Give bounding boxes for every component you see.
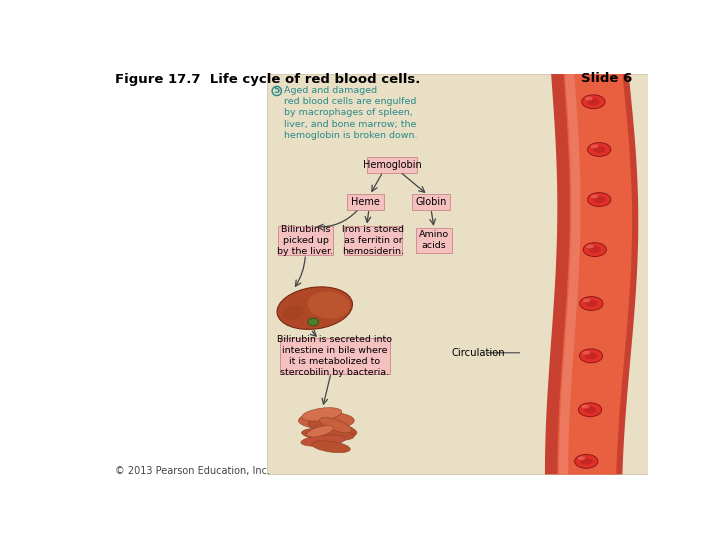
Text: Bilirubin is secreted into
intestine in bile where
it is metabolized to
stercobi: Bilirubin is secreted into intestine in … xyxy=(277,335,392,377)
Ellipse shape xyxy=(578,403,602,417)
Ellipse shape xyxy=(590,145,598,148)
Ellipse shape xyxy=(277,287,353,329)
Text: Heme: Heme xyxy=(351,197,379,207)
Ellipse shape xyxy=(308,420,357,437)
Text: Iron is stored
as ferritin or
hemosiderin.: Iron is stored as ferritin or hemosideri… xyxy=(342,225,404,256)
Ellipse shape xyxy=(585,300,598,307)
Text: Bilirubin is
picked up
by the liver.: Bilirubin is picked up by the liver. xyxy=(277,225,333,256)
Ellipse shape xyxy=(577,456,585,460)
FancyBboxPatch shape xyxy=(266,74,648,475)
Ellipse shape xyxy=(586,245,594,248)
Ellipse shape xyxy=(582,95,605,109)
Ellipse shape xyxy=(580,296,603,310)
Ellipse shape xyxy=(302,428,354,441)
FancyBboxPatch shape xyxy=(280,338,390,374)
Text: Figure 17.7  Life cycle of red blood cells.: Figure 17.7 Life cycle of red blood cell… xyxy=(114,72,420,85)
Ellipse shape xyxy=(582,351,590,355)
Ellipse shape xyxy=(307,426,333,437)
Polygon shape xyxy=(559,74,580,475)
Ellipse shape xyxy=(593,146,606,153)
Ellipse shape xyxy=(588,246,601,253)
FancyBboxPatch shape xyxy=(279,226,333,255)
FancyBboxPatch shape xyxy=(413,194,449,210)
Ellipse shape xyxy=(307,292,350,319)
Ellipse shape xyxy=(575,455,598,468)
Ellipse shape xyxy=(582,299,590,302)
Ellipse shape xyxy=(320,417,352,433)
Ellipse shape xyxy=(585,353,597,359)
Ellipse shape xyxy=(588,143,611,157)
Ellipse shape xyxy=(583,242,606,256)
Ellipse shape xyxy=(302,408,342,421)
Ellipse shape xyxy=(585,97,593,100)
Ellipse shape xyxy=(588,193,611,206)
Ellipse shape xyxy=(593,196,606,203)
Polygon shape xyxy=(545,74,639,475)
Text: Globin: Globin xyxy=(415,197,446,207)
FancyBboxPatch shape xyxy=(346,194,384,210)
Ellipse shape xyxy=(282,306,304,320)
Polygon shape xyxy=(557,74,632,475)
Ellipse shape xyxy=(588,98,600,105)
Ellipse shape xyxy=(584,406,596,413)
Text: Aged and damaged
red blood cells are engulfed
by macrophages of spleen,
liver, a: Aged and damaged red blood cells are eng… xyxy=(284,85,418,140)
FancyBboxPatch shape xyxy=(416,228,452,253)
Text: Slide 6: Slide 6 xyxy=(581,72,632,85)
Ellipse shape xyxy=(312,441,350,453)
Text: Circulation: Circulation xyxy=(451,348,505,358)
Ellipse shape xyxy=(301,435,346,446)
Text: 5: 5 xyxy=(274,86,280,96)
Ellipse shape xyxy=(590,194,598,198)
Text: © 2013 Pearson Education, Inc.: © 2013 Pearson Education, Inc. xyxy=(114,466,270,476)
Ellipse shape xyxy=(580,349,603,363)
Ellipse shape xyxy=(299,412,354,429)
Ellipse shape xyxy=(582,405,589,409)
Ellipse shape xyxy=(580,458,593,465)
Ellipse shape xyxy=(307,318,319,326)
Text: Hemoglobin: Hemoglobin xyxy=(363,160,422,170)
FancyBboxPatch shape xyxy=(367,157,417,173)
Text: Amino
acids: Amino acids xyxy=(419,230,449,251)
FancyBboxPatch shape xyxy=(344,226,402,255)
